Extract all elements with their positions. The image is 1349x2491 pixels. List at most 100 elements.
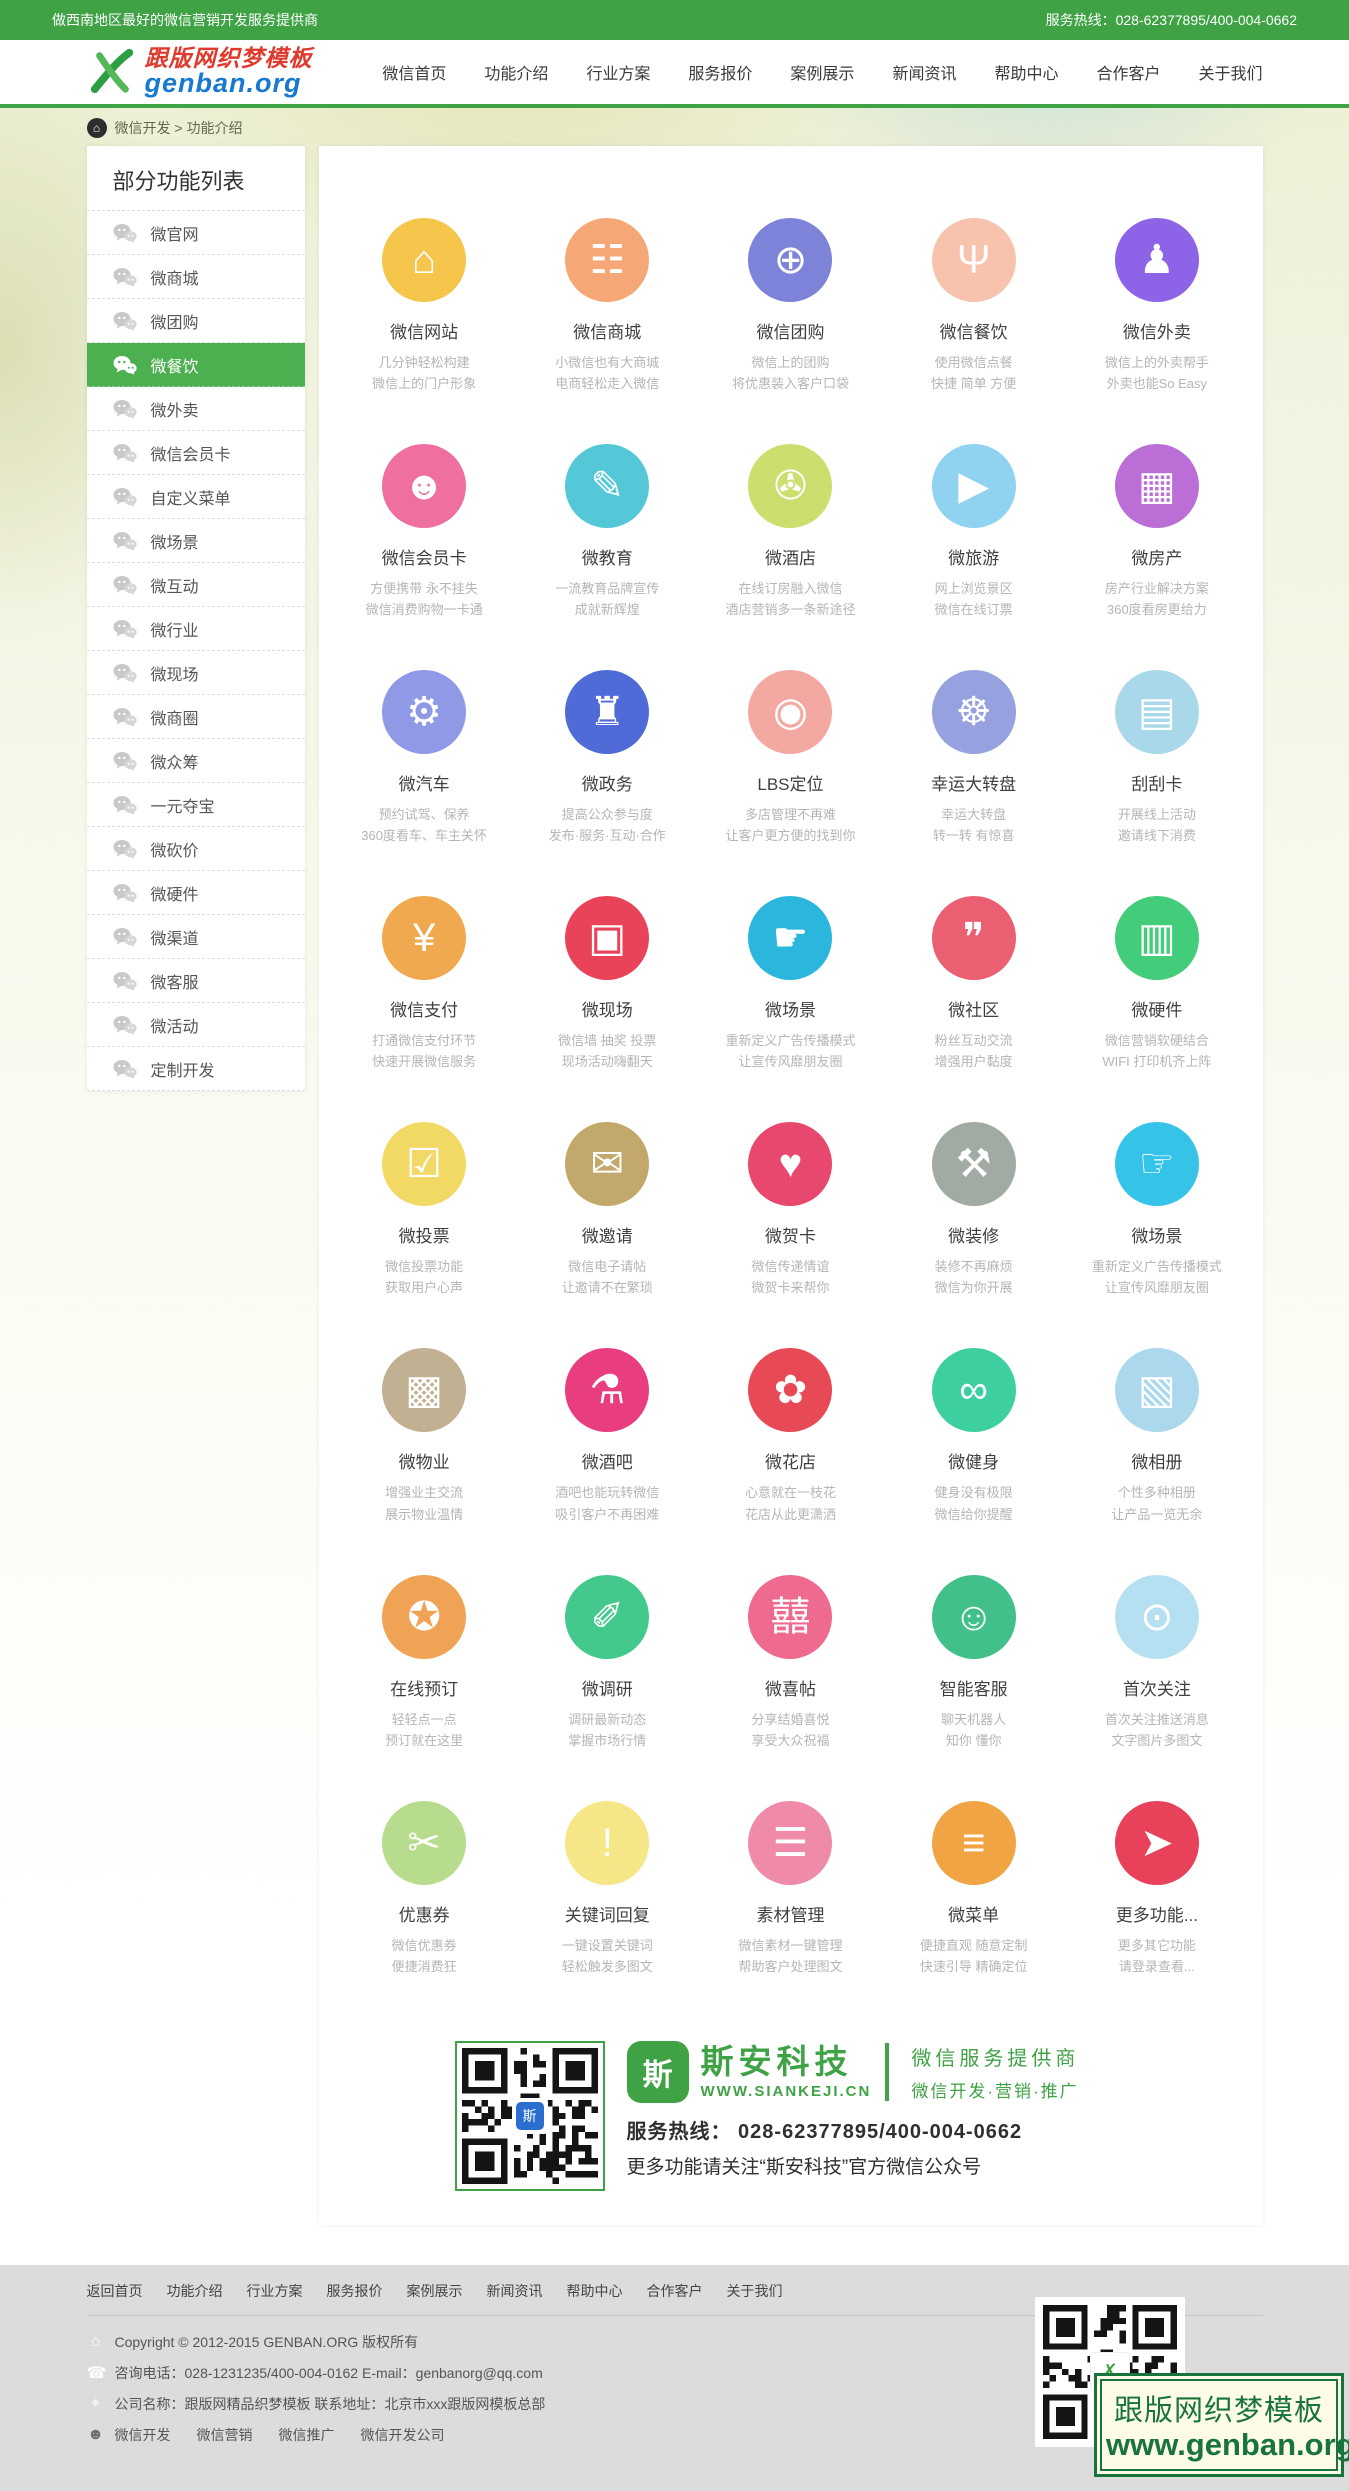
feature-item[interactable]: ➤ 更多功能... 更多其它功能 请登录查看... (1065, 1800, 1248, 1977)
footer-tag-link[interactable]: 微信营销 (196, 2426, 253, 2443)
feature-item[interactable]: ☺ 智能客服 聊天机器人 知你 懂你 (882, 1574, 1065, 1751)
footer-link[interactable]: 新闻资讯 (486, 2282, 543, 2299)
feature-item[interactable]: ◉ LBS定位 多店管理不再难 让客户更方便的找到你 (699, 670, 882, 846)
sidebar-item[interactable]: 微信会员卡 (86, 431, 305, 475)
footer-link[interactable]: 返回首页 (86, 2282, 143, 2299)
sian-info: 斯 斯安科技 WWW.SIANKEJI.CN 微信服务提供商 微信开发·营销·推… (626, 2040, 1127, 2179)
feature-item[interactable]: ⊕ 微信团购 微信上的团购 将优惠装入客户口袋 (699, 218, 882, 394)
wechat-bubbles-icon (113, 619, 137, 639)
sidebar-item[interactable]: 微渠道 (86, 915, 305, 959)
feature-item[interactable]: ✐ 微调研 调研最新动态 掌握市场行情 (516, 1574, 699, 1751)
feature-item[interactable]: ♟ 微信外卖 微信上的外卖帮手 外卖也能So Easy (1065, 218, 1248, 394)
feature-item[interactable]: ☸ 幸运大转盘 幸运大转盘 转一转 有惊喜 (882, 670, 1065, 846)
sidebar-item[interactable]: 微官网 (86, 211, 305, 255)
feature-item[interactable]: ✇ 微酒店 在线订房融入微信 酒店营销多一条新途径 (699, 444, 882, 620)
feature-item[interactable]: ▥ 微硬件 微信营销软硬结合 WIFI 打印机齐上阵 (1065, 896, 1248, 1072)
feature-desc-2: 微信在线订票 (934, 602, 1013, 618)
sidebar-item[interactable]: 微餐饮 (86, 343, 305, 387)
feature-item[interactable]: ▦ 微房产 房产行业解决方案 360度看房更给力 (1065, 444, 1248, 620)
footer-link[interactable]: 关于我们 (726, 2282, 783, 2299)
feature-item[interactable]: ⌂ 微信网站 几分钟轻松构建 微信上的门户形象 (333, 218, 516, 394)
sidebar-item[interactable]: 定制开发 (86, 1047, 305, 1091)
feature-item[interactable]: ¥ 微信支付 打通微信支付环节 快速开展微信服务 (333, 896, 516, 1072)
nav-item[interactable]: 新闻资讯 (892, 66, 957, 83)
sidebar-item[interactable]: 自定义菜单 (86, 475, 305, 519)
feature-desc-2: 让宣传风靡朋友圈 (1104, 1280, 1209, 1296)
footer-tag-link[interactable]: 微信开发公司 (360, 2426, 445, 2443)
sidebar-item-label: 微商圈 (150, 710, 199, 728)
nav-item[interactable]: 关于我们 (1198, 66, 1263, 83)
sidebar-item[interactable]: 微团购 (86, 299, 305, 343)
sidebar-item[interactable]: 微行业 (86, 607, 305, 651)
nav-item[interactable]: 帮助中心 (994, 66, 1059, 83)
sidebar-item[interactable]: 微砍价 (86, 827, 305, 871)
feature-item[interactable]: ▤ 刮刮卡 开展线上活动 邀请线下消费 (1065, 670, 1248, 846)
feature-item[interactable]: ⊙ 首次关注 首次关注推送消息 文字图片多图文 (1065, 1574, 1248, 1751)
feature-item[interactable]: ✎ 微教育 一流教育品牌宣传 成就新辉煌 (516, 444, 699, 620)
feature-item[interactable]: ≡ 微菜单 便捷直观 随意定制 快速引导 精确定位 (882, 1800, 1065, 1977)
feature-label: 首次关注 (1122, 1679, 1191, 1699)
home-icon[interactable]: ⌂ (86, 118, 107, 138)
nav-item[interactable]: 案例展示 (790, 66, 855, 83)
feature-item[interactable]: ⚗ 微酒吧 酒吧也能玩转微信 吸引客户不再困难 (516, 1348, 699, 1524)
feature-desc-1: 几分钟轻松构建 (378, 355, 470, 370)
nav-item[interactable]: 行业方案 (586, 66, 651, 83)
feature-item[interactable]: ▶ 微旅游 网上浏览景区 微信在线订票 (882, 444, 1065, 620)
feature-item[interactable]: 囍 微喜帖 分享结婚喜悦 享受大众祝福 (699, 1574, 882, 1751)
wechat-bubbles-icon (113, 751, 137, 771)
feature-item[interactable]: ∞ 微健身 健身没有极限 微信给你提醒 (882, 1348, 1065, 1524)
footer-link[interactable]: 功能介绍 (166, 2282, 223, 2299)
sidebar-item[interactable]: 微商圈 (86, 695, 305, 739)
sidebar-item[interactable]: 微客服 (86, 959, 305, 1003)
feature-item[interactable]: ▩ 微物业 增强业主交流 展示物业温情 (333, 1348, 516, 1524)
sidebar-item[interactable]: 微商城 (86, 255, 305, 299)
nav-item[interactable]: 合作客户 (1096, 66, 1161, 83)
feature-item[interactable]: ❞ 微社区 粉丝互动交流 增强用户黏度 (882, 896, 1065, 1072)
feature-item[interactable]: ☻ 微信会员卡 方便携带 永不挂失 微信消费购物一卡通 (333, 444, 516, 620)
buildings-icon: ▦ (1114, 444, 1199, 529)
feature-item[interactable]: ☛ 微场景 重新定义广告传播模式 让宣传风靡朋友圈 (699, 896, 882, 1072)
feature-item[interactable]: ▣ 微现场 微信墙 抽奖 投票 现场活动嗨翻天 (516, 896, 699, 1072)
sidebar-item[interactable]: 微众筹 (86, 739, 305, 783)
feature-item[interactable]: ✿ 微花店 心意就在一枝花 花店从此更潇洒 (699, 1348, 882, 1524)
feature-item[interactable]: ⚒ 微装修 装修不再麻烦 微信为你开展 (882, 1122, 1065, 1298)
sidebar-item[interactable]: 微活动 (86, 1003, 305, 1047)
sidebar-item[interactable]: 微外卖 (86, 387, 305, 431)
feature-item[interactable]: ☑ 微投票 微信投票功能 获取用户心声 (333, 1122, 516, 1298)
feature-item[interactable]: ☞ 微场景 重新定义广告传播模式 让宣传风靡朋友圈 (1065, 1122, 1248, 1298)
feature-item[interactable]: ♜ 微政务 提高公众参与度 发布·服务·互动·合作 (516, 670, 699, 846)
footer-link[interactable]: 服务报价 (326, 2282, 383, 2299)
feature-item[interactable]: Ψ 微信餐饮 使用微信点餐 快捷 简单 方便 (882, 218, 1065, 394)
footer-link[interactable]: 合作客户 (646, 2282, 703, 2299)
nav-item[interactable]: 功能介绍 (484, 66, 549, 83)
feature-item[interactable]: ☷ 微信商城 小微信也有大商城 电商轻松走入微信 (516, 218, 699, 394)
footer-link[interactable]: 行业方案 (246, 2282, 303, 2299)
feature-item[interactable]: ✂ 优惠券 微信优惠券 便捷消费狂 (333, 1800, 516, 1977)
nav-item[interactable]: 微信首页 (382, 66, 447, 83)
feature-item[interactable]: ✉ 微邀请 微信电子请帖 让邀请不在繁琐 (516, 1122, 699, 1298)
footer-link[interactable]: 帮助中心 (566, 2282, 623, 2299)
feature-label: 微房产 (1131, 549, 1183, 569)
sidebar-item[interactable]: 微现场 (86, 651, 305, 695)
feature-item[interactable]: ⚙ 微汽车 预约试驾、保养 360度看车、车主关怀 (333, 670, 516, 846)
footer-link[interactable]: 案例展示 (406, 2282, 463, 2299)
sidebar-item[interactable]: 一元夺宝 (86, 783, 305, 827)
nav-item[interactable]: 服务报价 (688, 66, 753, 83)
site-logo[interactable]: 跟版网织梦模板 genban.org (87, 45, 313, 100)
feature-item[interactable]: ! 关键词回复 一键设置关键词 轻松触发多图文 (516, 1800, 699, 1977)
sidebar-item[interactable]: 微互动 (86, 563, 305, 607)
feature-item[interactable]: ☰ 素材管理 微信素材一键管理 帮助客户处理图文 (699, 1800, 882, 1977)
sidebar-item[interactable]: 微硬件 (86, 871, 305, 915)
genban-watermark[interactable]: 跟版网织梦模板 www.genban.org (1094, 2373, 1349, 2477)
breadcrumb-path[interactable]: 微信开发 > 功能介绍 (114, 120, 243, 136)
feature-item[interactable]: ✪ 在线预订 轻轻点一点 预订就在这里 (333, 1574, 516, 1751)
member-card-icon: ☻ (382, 444, 467, 529)
sidebar-item-label: 微餐饮 (150, 358, 199, 376)
footer-tag-link[interactable]: 微信推广 (278, 2426, 335, 2443)
feature-label: 微装修 (948, 1227, 1000, 1247)
sidebar-item[interactable]: 微场景 (86, 519, 305, 563)
feature-item[interactable]: ♥ 微贺卡 微信传递情谊 微贺卡来帮你 (699, 1122, 882, 1298)
footer-tag-link[interactable]: 微信开发 (114, 2426, 171, 2443)
feature-item[interactable]: ▧ 微相册 个性多种相册 让产品一览无余 (1065, 1348, 1248, 1524)
header: 跟版网织梦模板 genban.org 微信首页 功能介绍 行业方案 服务报价 案… (0, 40, 1349, 104)
